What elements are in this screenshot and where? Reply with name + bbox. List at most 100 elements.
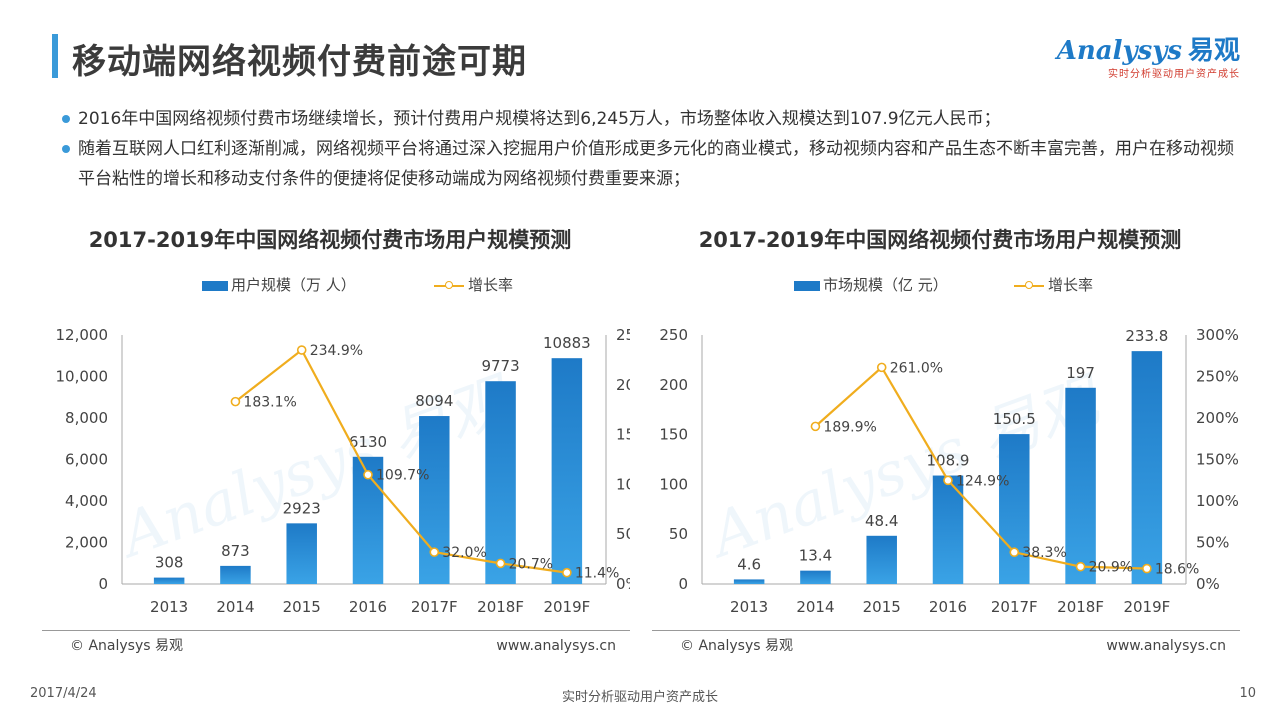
y-tick-label: 6,000 [65,451,108,469]
chart-panel-revenue: Analysys 易观 2017-2019年中国网络视频付费市场用户规模预测 市… [640,220,1240,660]
growth-rate-label: 183.1% [243,395,296,411]
growth-rate-point [1075,561,1086,572]
bullet-dot [62,145,70,153]
bar-value-label: 13.4 [799,547,832,565]
analysys-logo: Analysys 易观 实时分析驱动用户资产成长 [1057,30,1240,80]
y2-tick-label: 200% [616,376,630,394]
growth-rate-label: 20.7% [509,556,553,572]
y-tick-label: 10,000 [56,368,109,386]
bar-value-label: 9773 [481,357,519,375]
y-tick-label: 8,000 [65,409,108,427]
x-tick-label: 2019F [1123,598,1170,616]
legend-bar-label: 用户规模（万 人） [231,276,356,294]
chart-panel-users: Analysys 易观 2017-2019年中国网络视频付费市场用户规模预测 用… [30,220,630,660]
bar-value-label: 2923 [283,499,321,517]
chart-legend: 用户规模（万 人） 增长率 [30,274,630,298]
growth-rate-point [810,421,821,432]
legend-bar-swatch [794,281,820,291]
y2-tick-label: 250% [616,326,630,344]
bullet-dot [62,115,70,123]
growth-rate-label: 109.7% [376,468,429,484]
legend-line-label: 增长率 [1048,276,1094,294]
bullet-item: 随着互联网人口红利逐渐削减，网络视频平台将通过深入挖掘用户价值形成更多元化的商业… [62,134,1242,194]
bar-value-label: 150.5 [993,410,1036,428]
growth-rate-label: 18.6% [1155,562,1199,578]
x-tick-label: 2017F [411,598,458,616]
x-tick-label: 2014 [796,598,834,616]
y-tick-label: 150 [659,426,688,444]
bar [485,381,516,584]
growth-rate-label: 124.9% [956,473,1009,489]
page-title: 移动端网络视频付费前途可期 [72,42,527,82]
growth-rate-point [562,567,572,578]
y-tick-label: 2,000 [65,534,108,552]
legend-line-swatch [434,281,464,289]
y2-tick-label: 100% [616,475,630,493]
y2-tick-label: 50% [1196,534,1229,552]
y2-tick-label: 0% [1196,575,1220,593]
y2-tick-label: 100% [1196,492,1239,510]
bar-value-label: 10883 [543,334,591,352]
bar-value-label: 233.8 [1125,327,1168,345]
x-tick-label: 2013 [730,598,768,616]
bar-value-label: 108.9 [927,452,970,470]
x-tick-label: 2015 [283,598,321,616]
bar [153,577,185,584]
bar-value-label: 6130 [349,433,387,451]
bar [1065,387,1096,584]
bar [286,523,317,584]
y2-tick-label: 250% [1196,368,1239,386]
growth-rate-label: 11.4% [575,566,619,582]
x-tick-label: 2019F [543,598,590,616]
legend-line-swatch [1014,281,1044,289]
bar [551,358,583,584]
chart-legend: 市场规模（亿 元） 增长率 [640,274,1240,298]
x-tick-label: 2013 [150,598,188,616]
growth-rate-point [296,345,307,355]
logo-cn: 易观 [1187,36,1240,66]
bar [999,434,1030,584]
divider [42,630,630,631]
growth-rate-label: 261.0% [890,360,943,376]
legend-bar-label: 市场规模（亿 元） [823,276,948,294]
growth-rate-label: 20.9% [1089,560,1133,576]
x-tick-label: 2018F [1057,598,1104,616]
bar [866,535,897,584]
legend-bar-swatch [202,281,228,291]
x-tick-label: 2015 [863,598,901,616]
bullet-list: 2016年中国网络视频付费市场继续增长，预计付费用户规模将达到6,245万人，市… [62,104,1242,194]
bar-value-label: 4.6 [737,555,761,573]
growth-rate-line [814,365,1147,570]
footer-page-number: 10 [1239,686,1256,701]
growth-rate-line [234,348,568,574]
source-note: © Analysys 易观 [680,638,793,654]
bar [1131,351,1163,584]
y-tick-label: 12,000 [56,326,109,344]
x-tick-label: 2016 [929,598,967,616]
y-tick-label: 0 [678,575,688,593]
chart-revenue: 0 50 100 150 200 250 0% 50% 100% 150% 200% 250% 300%… [659,326,1239,616]
y2-tick-label: 150% [1196,451,1239,469]
y-tick-label: 250 [659,326,688,344]
bar-value-label: 197 [1066,364,1095,382]
growth-rate-point [876,362,887,373]
growth-rate-point [495,558,506,569]
source-site: www.analysys.cn [496,638,616,654]
source-site: www.analysys.cn [1106,638,1226,654]
bar-value-label: 873 [221,542,250,560]
y2-tick-label: 0% [616,575,630,593]
bar-value-label: 48.4 [865,512,898,530]
logo-tagline: 实时分析驱动用户资产成长 [1108,69,1240,80]
logo-text: Analysys [1056,36,1182,66]
bullet-item: 2016年中国网络视频付费市场继续增长，预计付费用户规模将达到6,245万人，市… [62,104,1242,134]
chart-title: 2017-2019年中国网络视频付费市场用户规模预测 [88,228,572,252]
bar [733,579,765,584]
legend-line-label: 增长率 [468,276,514,294]
bullet-text: 随着互联网人口红利逐渐削减，网络视频平台将通过深入挖掘用户价值形成更多元化的商业… [78,139,1234,189]
y2-tick-label: 300% [1196,326,1239,344]
y-tick-label: 4,000 [65,492,108,510]
growth-rate-label: 189.9% [823,419,876,435]
growth-rate-label: 32.0% [442,545,486,561]
growth-rate-label: 234.9% [310,343,363,359]
chart-users: 0 2,000 4,000 6,000 8,000 10,000 12,000 0% 50% 10… [56,326,631,616]
